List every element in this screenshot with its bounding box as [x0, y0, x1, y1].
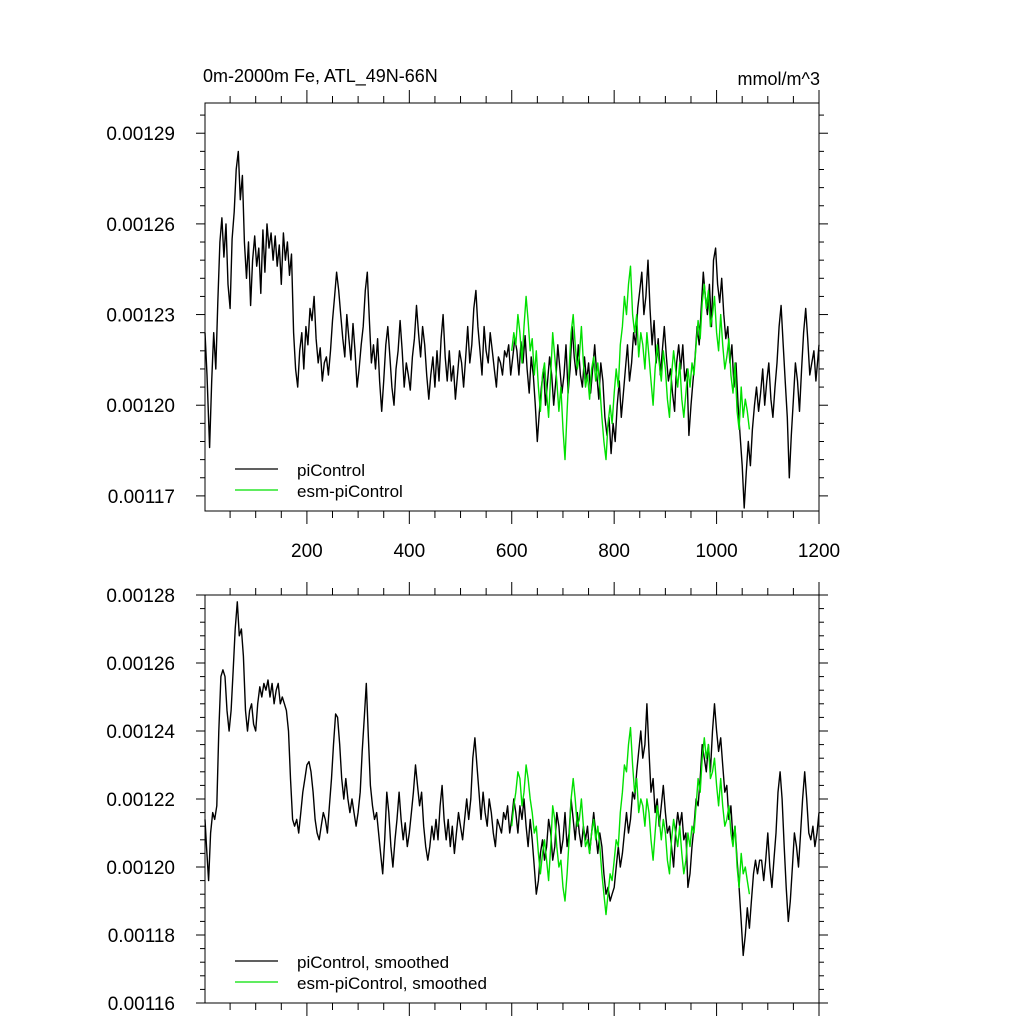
y-tick-label: 0.00126 [106, 654, 175, 675]
x-tick-label: 200 [291, 541, 323, 562]
bottom-x-ticks [229, 582, 820, 1016]
bottom-series-lines [204, 601, 820, 957]
y-tick-label: 0.00123 [106, 306, 175, 327]
y-tick-label: 0.00117 [108, 487, 175, 508]
top-panel: 0m-2000m Fe, ATL_49N-66N mmol/m^3 0.0011… [106, 66, 840, 562]
top-panel-units: mmol/m^3 [738, 69, 820, 89]
x-tick-label: 400 [393, 541, 425, 562]
x-tick-label: 1200 [798, 541, 840, 562]
series-line-esm-picontrol [511, 265, 751, 461]
y-tick-label: 0.00122 [106, 790, 175, 811]
y-tick-label: 0.00129 [106, 124, 175, 145]
x-tick-label: 800 [598, 541, 630, 562]
y-tick-label: 0.00126 [106, 215, 175, 236]
series-line-esm-picontrol [511, 726, 751, 916]
bottom-panel: 0.00116 0.00118 0.00120 0.00122 0.00124 0.001… [106, 582, 828, 1016]
top-plot-frame [204, 102, 820, 512]
top-legend-label-esm-picontrol: esm-piControl [297, 482, 403, 501]
top-x-ticks: 200 400 600 800 1000 1200 [229, 90, 840, 562]
y-tick-label: 0.00124 [106, 722, 175, 743]
y-tick-label: 0.00116 [108, 994, 175, 1015]
top-y-ticks: 0.00117 0.00120 0.00123 0.00126 0.00129 [106, 114, 828, 508]
bottom-plot-frame [204, 594, 820, 1004]
series-line-picontrol [204, 601, 820, 957]
y-tick-label: 0.00120 [106, 858, 175, 879]
x-tick-label: 600 [496, 541, 528, 562]
bottom-legend-label-esm-picontrol: esm-piControl, smoothed [297, 974, 487, 993]
top-legend-label-picontrol: piControl [297, 461, 365, 480]
series-line-picontrol [204, 150, 820, 509]
bottom-legend-label-picontrol: piControl, smoothed [297, 953, 449, 972]
x-tick-label: 1000 [695, 541, 737, 562]
bottom-y-ticks: 0.00116 0.00118 0.00120 0.00122 0.00124 0.001… [106, 586, 828, 1015]
y-tick-label: 0.00118 [108, 926, 175, 947]
top-series-lines [204, 150, 820, 509]
y-tick-label: 0.00128 [106, 586, 175, 607]
y-tick-label: 0.00120 [106, 396, 175, 417]
top-panel-title: 0m-2000m Fe, ATL_49N-66N [203, 66, 438, 87]
top-legend: piControl esm-piControl [235, 461, 403, 501]
bottom-legend: piControl, smoothed esm-piControl, smoot… [235, 953, 487, 993]
